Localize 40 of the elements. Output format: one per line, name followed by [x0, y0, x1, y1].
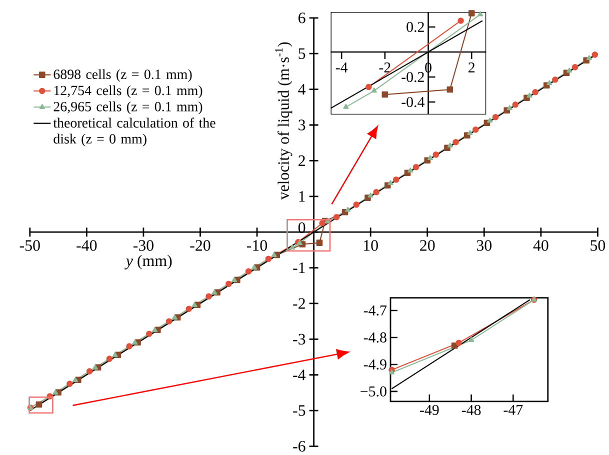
x-tick-label: -30: [133, 240, 154, 251]
y-tick-label: -4.7: [364, 305, 387, 316]
y-tick-label: -2: [293, 298, 305, 309]
x-tick-label: -49: [420, 404, 439, 415]
y-tick-label: 5: [298, 48, 306, 59]
y-tick-label: 3: [298, 120, 306, 130]
x-tick-label: -47: [504, 404, 523, 415]
y-tick-label: -0.2: [402, 72, 424, 82]
x-tick-label: -48: [462, 404, 481, 415]
legend-label: theoretical calculation of the disk (z = 0 mm): [53, 118, 216, 146]
x-axis-title: y (mm): [124, 254, 172, 270]
y-tick-label: -5: [293, 405, 306, 416]
x-tick-label: 50: [590, 240, 606, 251]
legend-label: 12,754 cells (z = 0.1 mm): [54, 85, 202, 98]
legend-label: 6898 cells (z = 0.1 mm): [54, 69, 192, 82]
y-tick-label: −5.0: [360, 386, 386, 396]
x-tick-label: 40: [533, 240, 548, 251]
x-tick-label: -10: [246, 240, 268, 251]
y-axis-title: velocity of liquid (m·s$^{-1}$): [275, 42, 292, 200]
y-tick-label: -1: [293, 262, 305, 273]
y-tick-label: 4: [298, 84, 306, 94]
x-tick-label: 30: [476, 240, 492, 251]
x-tick-label: 20: [420, 240, 435, 251]
y-tick-label: -3: [293, 334, 306, 344]
x-tick-label: -50: [20, 240, 40, 251]
y-tick-label: -4.8: [364, 332, 386, 342]
y-tick-label: -0.4: [402, 96, 425, 108]
x-tick-label: 2: [468, 62, 475, 72]
y-tick-label: -4: [293, 370, 306, 380]
y-tick-label: 0.2: [406, 22, 424, 32]
y-tick-label: 1: [299, 191, 305, 202]
x-tick-label: 10: [364, 240, 378, 251]
legend-label: 26,965 cells (z = 0.1 mm): [54, 101, 202, 114]
y-tick-label: -4.9: [364, 359, 386, 370]
y-tick-label: -6: [293, 440, 306, 452]
y-tick-label: 6: [298, 12, 306, 24]
y-tick-label: 2: [298, 155, 305, 166]
x-tick-label: -20: [190, 240, 210, 251]
x-tick-label: -4: [336, 62, 348, 72]
x-tick-label: -40: [76, 240, 97, 251]
